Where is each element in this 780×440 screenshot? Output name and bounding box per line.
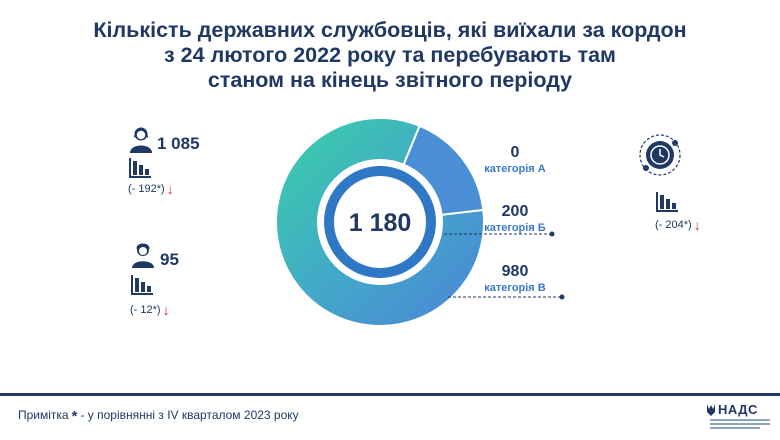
- total-value: 1 180: [349, 209, 412, 237]
- down-arrow-icon: ↓: [166, 181, 174, 197]
- note-prefix: Примітка: [18, 408, 69, 422]
- women-stat: 1 085: [152, 134, 200, 154]
- woman-icon: [130, 127, 152, 153]
- title-line-2: з 24 лютого 2022 року та перебувають там: [164, 43, 616, 67]
- category-label-2: категорія Б: [484, 222, 546, 234]
- page-title: Кількість державних службовців, які виїх…: [60, 18, 720, 93]
- men-count: 95: [160, 250, 179, 269]
- logo-subtitle-line: [710, 427, 760, 429]
- man-icon: [132, 243, 154, 268]
- chart-down-icon: [129, 158, 151, 178]
- labels-layer: 0 категорія А 200 категорія Б 980 категорія В: [444, 144, 565, 300]
- note-text: - у порівнянні з IV кварталом 2023 року: [80, 408, 299, 422]
- trident-icon: [707, 404, 715, 416]
- inner-center: [334, 176, 426, 268]
- category-label-1: категорія А: [484, 163, 546, 175]
- total-change: (- 204*) ↓: [655, 217, 701, 233]
- logo-subtitle-line: [710, 423, 770, 425]
- men-stat: 95: [155, 250, 179, 270]
- clock-globe-icon: [639, 134, 681, 176]
- chart-down-icon: [131, 275, 153, 295]
- category-value-2: 200: [502, 203, 529, 220]
- down-arrow-icon: ↓: [162, 302, 170, 318]
- donut-chart: 1 180 0 категорія А 200 категорія Б 980 катег…: [275, 117, 565, 327]
- logo-subtitle-line: [710, 419, 770, 421]
- leader-dot-3: [559, 294, 565, 300]
- men-change-value: (- 12*): [130, 304, 161, 316]
- note-star: *: [71, 408, 78, 425]
- title-line-1: Кількість державних службовців, які виїх…: [93, 18, 687, 42]
- leader-dot-2: [549, 231, 555, 237]
- category-value-3: 980: [502, 263, 529, 280]
- logo-text: НАДС: [718, 402, 758, 417]
- women-change-value: (- 192*): [128, 183, 165, 195]
- title-line-3: станом на кінець звітного періоду: [207, 68, 573, 92]
- category-label-3: категорія В: [484, 282, 546, 294]
- chart-down-icon: [656, 192, 678, 212]
- total-change-value: (- 204*): [655, 219, 692, 231]
- women-change: (- 192*) ↓: [128, 181, 174, 197]
- nads-logo: НАДС: [706, 402, 770, 432]
- women-count: 1 085: [157, 134, 200, 153]
- down-arrow-icon: ↓: [693, 217, 701, 233]
- footnote: Примітка * - у порівнянні з IV кварталом 2…: [18, 408, 299, 425]
- footer-divider: [0, 393, 780, 396]
- category-value-1: 0: [511, 144, 520, 161]
- men-change: (- 12*) ↓: [130, 302, 170, 318]
